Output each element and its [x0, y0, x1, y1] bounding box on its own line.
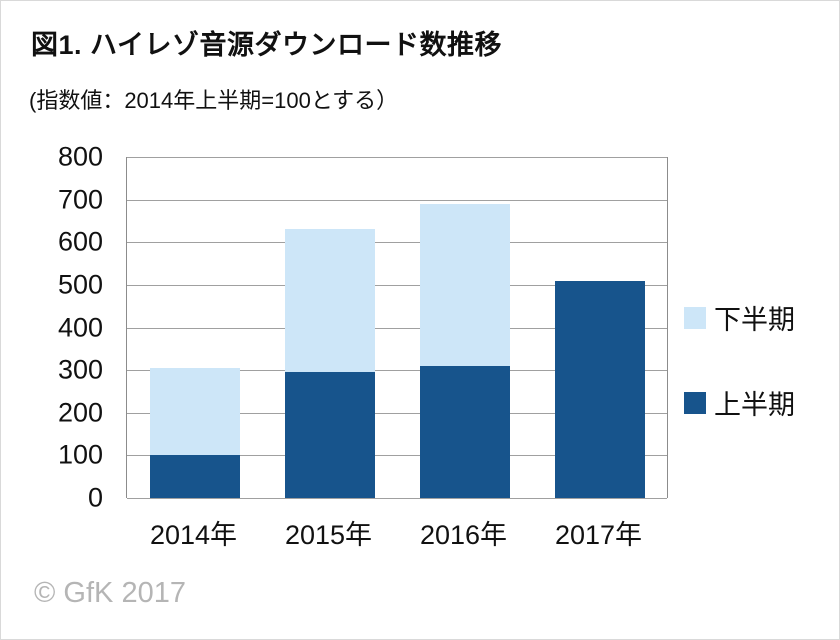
chart-subtitle: (指数値：2014年上半期=100とする） [29, 88, 399, 113]
gridline [127, 157, 667, 158]
x-axis: 2014年 2015年 2016年 2017年 [126, 513, 666, 553]
x-tick-label: 2016年 [419, 520, 508, 550]
legend-label-second-half: 下半期 [714, 305, 795, 335]
chart-title: 図1. ハイレゾ音源ダウンロード数推移 [31, 30, 502, 60]
bar-segment [554, 280, 645, 498]
bar-segment [149, 368, 240, 456]
bar-segment [149, 455, 240, 498]
y-tick-label: 800 [57, 141, 103, 172]
gridline [127, 455, 667, 457]
y-tick-label: 500 [57, 269, 103, 300]
bar-segment [419, 203, 510, 366]
gridline [127, 199, 667, 201]
plot-area [126, 157, 668, 499]
gridline [127, 242, 667, 244]
y-tick-label: 300 [57, 354, 103, 385]
legend-item-first-half: 上半期 [684, 383, 795, 422]
y-tick-label: 600 [57, 226, 103, 257]
legend-swatch-first-half [684, 391, 706, 414]
gridline [127, 284, 667, 286]
gridline [127, 412, 667, 414]
copyright-text: © GfK 2017 [34, 577, 186, 609]
bar-segment [419, 365, 510, 498]
y-tick-label: 200 [57, 397, 103, 428]
legend-label-first-half: 上半期 [714, 390, 795, 420]
y-axis: 0 100 200 300 400 500 600 700 800 [1, 142, 113, 513]
legend-swatch-second-half [684, 306, 706, 329]
x-tick-label: 2015年 [284, 520, 373, 550]
x-tick-label: 2017年 [554, 520, 643, 550]
y-tick-label: 0 [87, 482, 103, 513]
x-tick-label: 2014年 [149, 520, 238, 550]
legend-item-second-half: 下半期 [684, 298, 795, 337]
y-tick-label: 100 [57, 439, 103, 470]
gridline [127, 498, 667, 499]
bar-segment [284, 229, 375, 373]
bar-segment [284, 372, 375, 498]
gridline [127, 327, 667, 329]
gridline [127, 370, 667, 372]
y-tick-label: 700 [57, 184, 103, 215]
y-tick-label: 400 [57, 312, 103, 342]
legend: 下半期 上半期 [684, 298, 795, 468]
